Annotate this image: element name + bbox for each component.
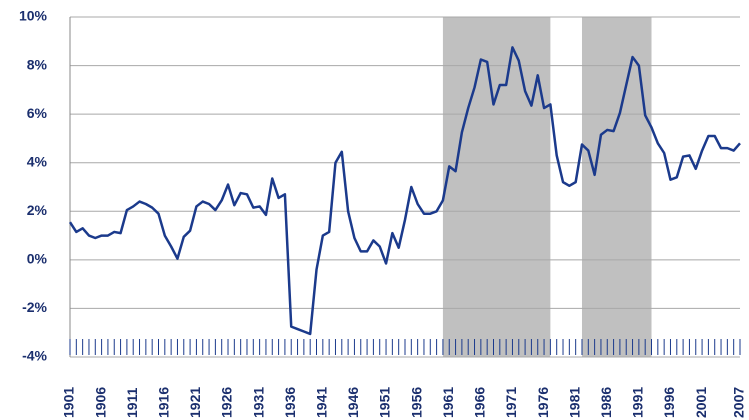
y-tick-label: -4% (22, 348, 47, 364)
shaded-period (581, 17, 652, 357)
x-tick-label: 1961 (440, 387, 456, 418)
x-tick-label: 1986 (598, 387, 614, 418)
x-tick-label: 1936 (282, 387, 298, 418)
y-tick-label: 10% (19, 8, 48, 24)
x-tick-label: 1976 (535, 387, 551, 418)
x-tick-label: 1971 (503, 387, 519, 418)
x-tick-label: 1951 (377, 387, 393, 418)
x-tick-label: 1981 (566, 387, 582, 418)
x-tick-label: 1931 (250, 387, 266, 418)
x-tick-label: 1906 (92, 387, 108, 418)
x-tick-label: 2001 (693, 387, 709, 418)
data-line (68, 46, 741, 336)
y-tick-label: 4% (27, 153, 48, 169)
x-tick-label: 1911 (124, 387, 140, 418)
x-tick-label: 2007 (731, 387, 747, 418)
x-tick-label: 1991 (630, 387, 646, 418)
x-tick-label: 1916 (156, 387, 172, 418)
x-tick-label: 1921 (187, 387, 203, 418)
x-tick-label: 1941 (314, 387, 330, 418)
y-tick-label: 2% (27, 202, 48, 218)
x-tick-label: 1901 (61, 387, 77, 418)
x-tick-label: 1996 (661, 387, 677, 418)
x-tick-label: 1956 (408, 387, 424, 418)
x-tick-label: 1966 (472, 387, 488, 418)
y-tick-label: 8% (27, 56, 48, 72)
x-tick-label: 1946 (345, 387, 361, 418)
y-tick-label: 6% (27, 105, 48, 121)
x-tick-label: 1926 (219, 387, 235, 418)
shaded-period (442, 17, 551, 357)
y-tick-label: -2% (22, 299, 47, 315)
y-tick-label: 0% (27, 251, 48, 267)
